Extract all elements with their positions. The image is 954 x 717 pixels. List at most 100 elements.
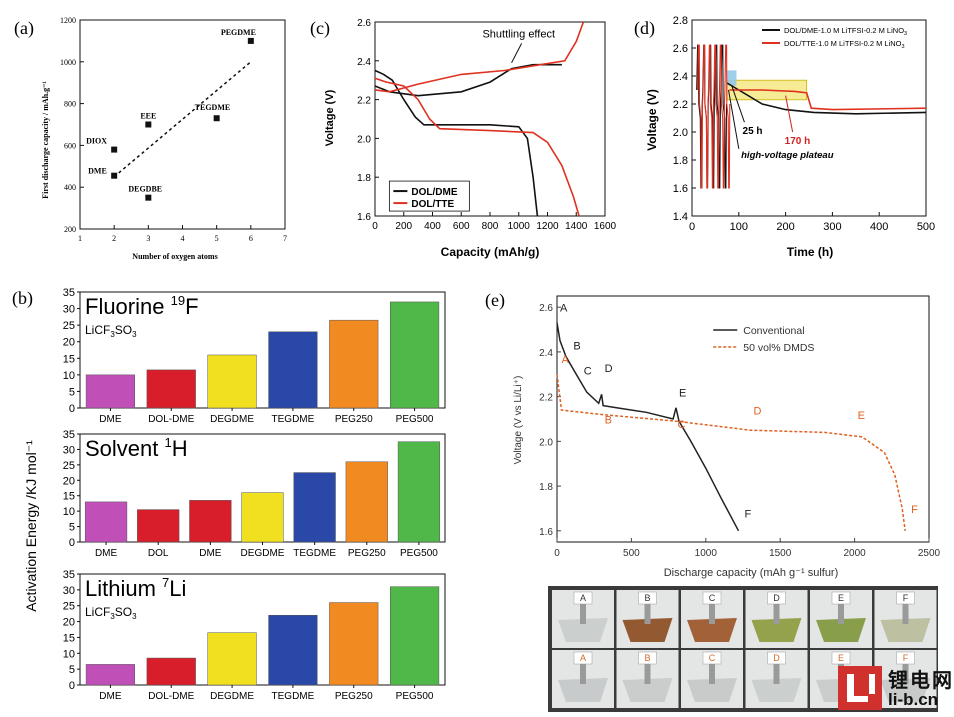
chart-a-frame [79,19,286,230]
vial-label: A [580,653,586,663]
vial-electrode [773,662,780,684]
chart-b-ytick-label: 30 [63,444,75,456]
vial-liquid [751,678,802,702]
vial-label-box [896,651,915,665]
chart-a-xtick-label: 3 [146,234,150,243]
chart-e-ytick-label: 2.6 [539,303,553,314]
chart-b-ytick-label: 25 [63,460,75,472]
watermark-logo: 锂电网 li-b.cn [834,660,954,717]
chart-b-frame [79,291,446,409]
chart-b-bar [268,614,318,686]
chart-e-point-marker: C [678,419,686,431]
chart-b-ytick-label: 5 [69,664,75,676]
chart-e-point-marker: C [584,365,592,377]
chart-b-category-label: PEG250 [335,691,373,702]
chart-e-xtick-label: 1000 [695,548,718,559]
panel-a-label: (a) [14,18,34,39]
chart-b-ytick-label: 0 [69,403,75,415]
chart-c-xtick-label: 1000 [508,221,531,232]
vial-liquid [622,618,673,642]
vial-label-box [896,591,915,605]
vial-label: E [838,593,844,603]
chart-e-legend-label: 50 vol% DMDS [743,342,814,354]
li-logo-square [838,666,882,710]
chart-c-legend-box [388,180,470,212]
chart-d-plateau-line [729,89,927,111]
chart-a-ytick-label: 800 [64,100,76,109]
chart-d-legend-label: DOL/DME-1.0 M LiTFSI-0.2 M LiNO3 [784,26,907,37]
chart-d-ytick-label: 2.4 [673,71,688,83]
chart-d-ytick-label: 2.8 [673,15,688,27]
chart-b-bar [146,657,196,686]
chart-a-xtick-label: 6 [249,234,253,243]
chart-b-bar [390,301,440,409]
chart-a-ylabel: First discharge capacity / mAh.g⁻¹ [41,81,50,199]
chart-b-ytick-label: 35 [63,569,75,581]
chart-b-ytick-label: 10 [63,506,75,518]
vial-label: D [773,593,780,603]
vial-label-box [702,651,722,665]
chart-e-frame [556,295,930,543]
chart-a-ytick-label: 1000 [60,58,76,67]
chart-c-legend-label: DOL/TTE [411,199,454,210]
chart-d-early-highlight [727,70,737,86]
chart-a-point-label: EEE [140,112,156,121]
chart-c-annotation-arrow [511,43,523,63]
chart-b-category-label: DOL [148,548,169,559]
chart-c-charge-line [374,21,585,93]
chart-c-ytick-label: 2.2 [357,96,371,107]
chart-b-bar [85,664,136,686]
vial-liquid [687,618,737,642]
chart-c-xtick-label: 1200 [536,221,559,232]
chart-c-xtick-label: 1600 [594,221,617,232]
chart-c-ylabel: Voltage (V) [324,89,336,146]
chart-b-ytick-label: 35 [63,429,75,441]
chart-d-arrow-170h [785,95,794,133]
chart-b-ytick-label: 10 [63,648,75,660]
chart-b-bar [329,602,379,686]
chart-b-bar [189,500,232,543]
vial-liquid [687,678,737,702]
chart-d-ytick-label: 1.8 [673,155,688,167]
vial-liquid [558,618,608,642]
chart-b-subplot-subtitle: LiCF3SO3 [85,605,137,621]
chart-b-category-label: DME [95,548,118,559]
chart-b-ytick-label: 35 [63,287,75,299]
chart-b-ytick-label: 5 [69,386,75,398]
chart-e-xtick-label: 2500 [918,548,941,559]
chart-b-category-label: DME [99,691,122,702]
vial-electrode [580,602,586,624]
vial-label: C [709,653,716,663]
vial-label: C [709,593,716,603]
chart-b-category-label: DME [199,548,222,559]
chart-b-ytick-label: 30 [63,585,75,597]
chart-a-ytick-label: 600 [64,141,76,150]
chart-e-ytick-label: 1.8 [539,482,553,493]
panel-c-label: (c) [310,18,330,39]
chart-a-point [213,115,220,122]
chart-c-discharge-line [374,77,580,217]
chart-c-ytick-label: 1.6 [357,212,371,223]
chart-d-annotation-170h: 170 h [785,136,811,147]
chart-b-category-label: DOL-DME [148,414,194,425]
vial-electrode [709,602,715,624]
vial-label-box [831,651,851,665]
vial-liquid [880,618,931,642]
chart-c-charge-line [374,63,562,97]
vial-label: D [773,653,780,663]
chart-e-discharge: (e) Voltage (V vs Li/Li⁺) Discharge capa… [485,290,941,579]
chart-d-xtick-label: 400 [870,221,888,233]
vial-electrode [838,602,844,624]
chart-c-xtick-label: 0 [372,221,378,232]
vial-label-box [638,651,657,665]
chart-a-ytick-label: 400 [64,183,76,192]
chart-d-xlabel: Time (h) [787,245,833,259]
chart-b-bar [84,501,128,543]
chart-b-bar [329,319,379,409]
chart-b-bar [137,509,180,543]
chart-d-legend-label: DOL/TTE-1.0 M LiTFSI-0.2 M LiNO3 [784,39,905,50]
chart-a-point-label: DIOX [86,137,107,146]
chart-b-category-label: DME [99,414,122,425]
li-logo-icon [838,666,882,710]
